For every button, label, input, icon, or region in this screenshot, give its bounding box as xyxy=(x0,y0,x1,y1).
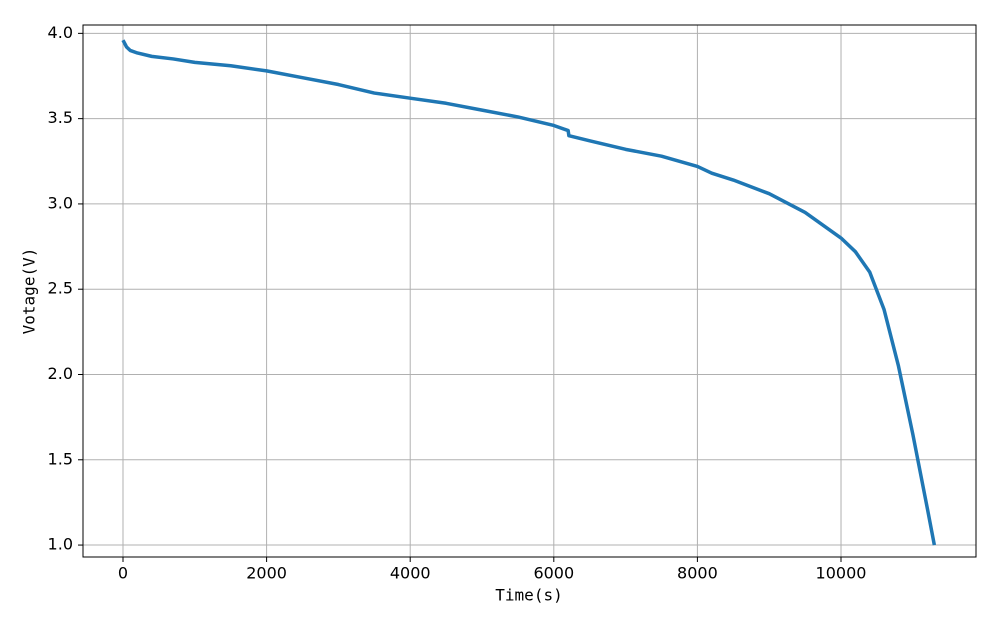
x-tick-label: 8000 xyxy=(677,564,718,583)
x-tick-label: 2000 xyxy=(246,564,287,583)
y-tick-label: 4.0 xyxy=(48,23,73,42)
y-axis-label: Votage(V) xyxy=(20,248,39,335)
x-tick-label: 4000 xyxy=(390,564,431,583)
x-tick-label: 10000 xyxy=(816,564,867,583)
y-tick-label: 1.0 xyxy=(48,535,73,554)
x-tick-label: 6000 xyxy=(533,564,574,583)
y-tick-label: 3.0 xyxy=(48,193,73,212)
y-tick-label: 1.5 xyxy=(48,449,73,468)
y-tick-label: 2.5 xyxy=(48,279,73,298)
x-axis-label: Time(s) xyxy=(495,586,562,605)
y-tick-label: 3.5 xyxy=(48,108,73,127)
data-line xyxy=(121,39,937,546)
y-tick-label: 2.0 xyxy=(48,364,73,383)
plot-frame xyxy=(82,24,977,558)
x-tick-label: 0 xyxy=(118,564,128,583)
